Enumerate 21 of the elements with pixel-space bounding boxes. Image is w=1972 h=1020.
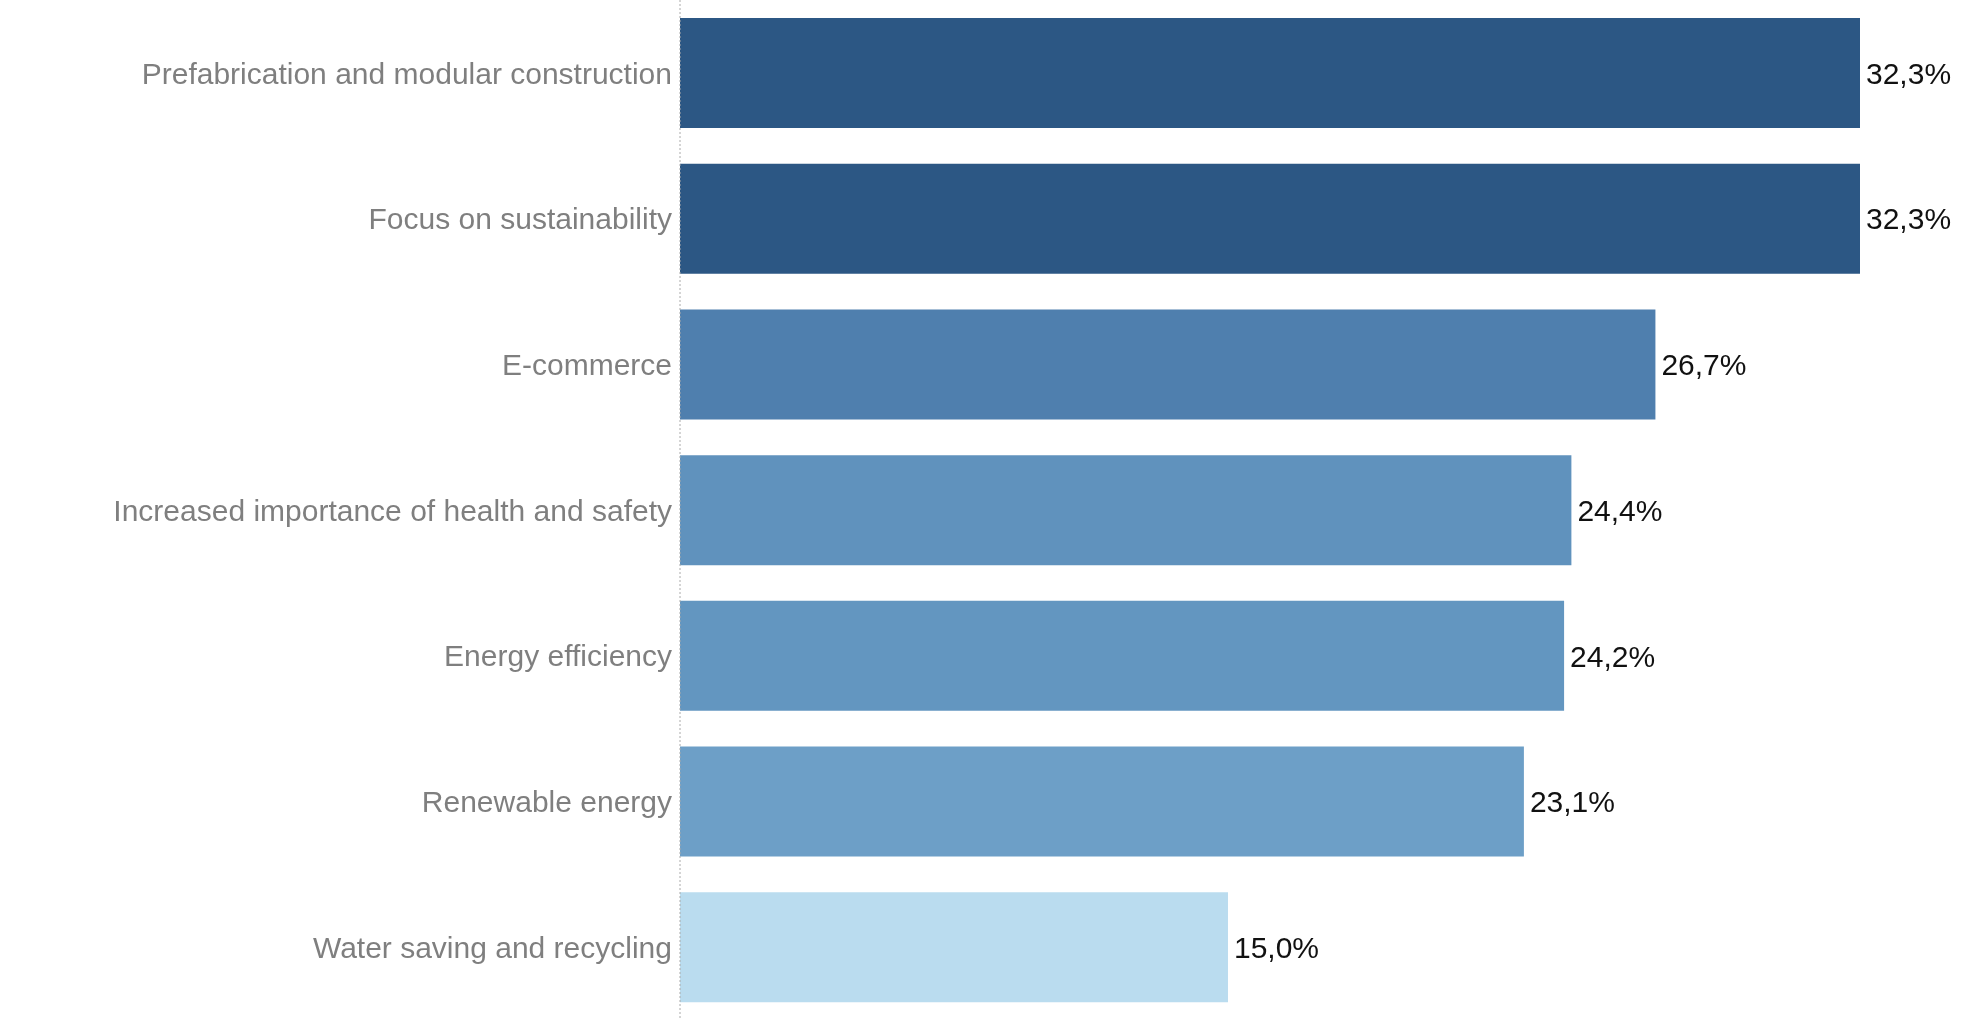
bar (680, 892, 1228, 1003)
data-label: 32,3% (1866, 202, 1952, 236)
bar (680, 455, 1572, 566)
y-tick-label: Increased importance of health and safety (113, 493, 672, 527)
y-tick-label: Focus on sustainability (368, 202, 672, 236)
bar (680, 746, 1524, 857)
bar (680, 600, 1565, 711)
data-label: 24,4% (1577, 493, 1663, 527)
data-label: 15,0% (1233, 930, 1320, 964)
bar (680, 18, 1860, 128)
data-label: 32,3% (1866, 56, 1952, 90)
y-tick-label: E-commerce (501, 347, 672, 381)
y-tick-label: Renewable energy (421, 785, 672, 819)
bar (680, 163, 1860, 274)
y-tick-label: Prefabrication and modular construction (141, 56, 672, 90)
y-tick-label: Energy efficiency (444, 639, 672, 673)
data-label: 26,7% (1661, 348, 1747, 382)
bar (680, 309, 1656, 420)
data-label: 23,1% (1529, 785, 1615, 819)
data-label: 24,2% (1570, 639, 1656, 673)
y-tick-label: Water saving and recycling (312, 930, 672, 964)
